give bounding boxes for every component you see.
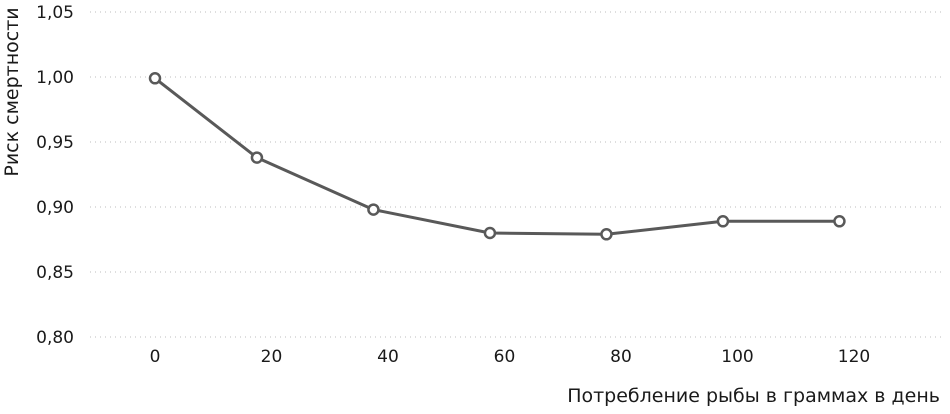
data-point [483, 226, 497, 240]
y-tick-label: 0,85 [36, 263, 74, 283]
y-tick-label: 0,80 [36, 328, 74, 348]
data-point [250, 151, 264, 164]
x-tick-label: 120 [838, 347, 870, 367]
gridlines [90, 11, 945, 338]
x-tick-labels: 0 20 40 60 80 100 120 [150, 347, 871, 367]
data-point [148, 72, 162, 85]
x-tick-label: 0 [150, 347, 161, 367]
data-points [148, 72, 846, 241]
y-tick-labels: 0,80 0,85 0,90 0,95 1,00 1,05 [36, 3, 74, 348]
data-point [833, 215, 846, 228]
y-tick-label: 0,90 [36, 198, 74, 218]
x-tick-label: 100 [721, 347, 753, 367]
x-tick-label: 60 [494, 347, 516, 367]
data-point [367, 203, 380, 216]
y-tick-label: 1,05 [36, 3, 74, 23]
x-tick-label: 80 [610, 347, 632, 367]
data-point [600, 228, 613, 241]
y-tick-label: 1,00 [36, 68, 74, 88]
data-point [716, 215, 730, 228]
x-axis-title: Потребление рыбы в граммах в день [567, 385, 940, 407]
y-tick-label: 0,95 [36, 133, 74, 153]
y-axis-title: Риск смертности [1, 7, 23, 176]
x-tick-label: 20 [261, 347, 283, 367]
x-tick-label: 40 [377, 347, 399, 367]
